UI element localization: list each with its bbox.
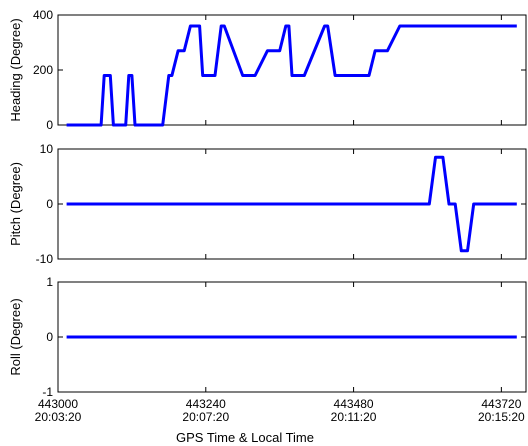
- heading-panel: 0 200 400 Heading (Degree): [8, 8, 527, 132]
- heading-y-tick-label: 0: [46, 118, 53, 132]
- heading-y-tick-label: 200: [33, 63, 53, 77]
- x-tick-label-gps: 443720: [481, 397, 521, 411]
- x-tick-label-local: 20:15:20: [478, 410, 525, 424]
- x-tick-label-local: 20:11:20: [331, 410, 377, 424]
- heading-x-ticks: [57, 15, 502, 125]
- roll-x-ticks: [57, 282, 502, 392]
- pitch-y-axis-label: Pitch (Degree): [8, 162, 23, 246]
- roll-panel: -1 0 1 Roll (Degree): [8, 275, 527, 399]
- pitch-y-tick-label: 10: [40, 142, 54, 156]
- pitch-panel: -10 0 10 Pitch (Degree): [8, 142, 527, 266]
- x-tick-label-local: 20:03:20: [35, 410, 82, 424]
- heading-y-axis-label: Heading (Degree): [8, 18, 23, 121]
- heading-y-ticks: 0 200 400: [33, 8, 526, 132]
- x-tick-label-local: 20:07:20: [182, 410, 229, 424]
- roll-y-ticks: -1 0 1: [42, 275, 526, 399]
- pitch-series-line: [66, 155, 517, 253]
- pitch-series: [66, 155, 517, 253]
- pitch-y-ticks: -10 0 10: [36, 142, 526, 266]
- heading-series-line: [66, 24, 517, 127]
- roll-y-tick-label: 0: [46, 330, 53, 344]
- x-axis-label: GPS Time & Local Time: [176, 430, 314, 445]
- x-tick-label-gps: 443480: [334, 397, 374, 411]
- roll-y-tick-label: 1: [46, 275, 53, 289]
- pitch-y-tick-label: 0: [46, 197, 53, 211]
- x-tick-label-gps: 443240: [186, 397, 226, 411]
- x-tick-label-gps: 443000: [38, 397, 78, 411]
- heading-y-tick-label: 400: [33, 8, 53, 22]
- heading-series: [66, 24, 517, 127]
- roll-y-tick-label: -1: [42, 385, 53, 399]
- pitch-x-ticks: [57, 149, 502, 259]
- pitch-y-tick-label: -10: [36, 252, 54, 266]
- roll-y-axis-label: Roll (Degree): [8, 298, 23, 375]
